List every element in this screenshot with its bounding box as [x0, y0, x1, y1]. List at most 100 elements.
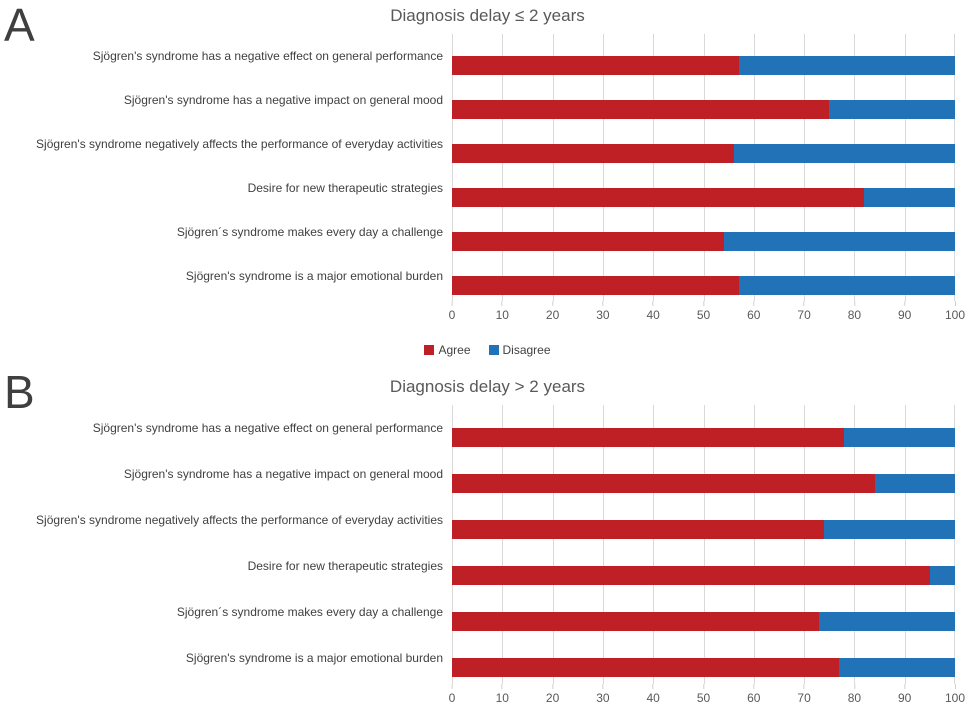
axis-tick: 40: [647, 684, 660, 705]
stacked-bar: [452, 657, 955, 677]
tick-mark: [803, 684, 805, 689]
bar-row: [452, 219, 955, 263]
axis-tick: 10: [496, 684, 509, 705]
stacked-bar: [452, 231, 955, 251]
tick-label: 30: [596, 308, 610, 322]
grid-line: [753, 405, 755, 684]
tick-label: 60: [747, 691, 761, 705]
axis-spacer-b: [0, 684, 452, 708]
chart-panel-b: B Diagnosis delay > 2 years Sjögren's sy…: [0, 365, 975, 718]
axis-tick: 0: [449, 684, 455, 705]
category-labels-a: Sjögren's syndrome has a negative effect…: [0, 34, 452, 301]
panel-letter-a: A: [4, 0, 35, 51]
tick-mark: [501, 684, 503, 689]
tick-label: 10: [495, 691, 509, 705]
axis-tick: 40: [647, 301, 660, 322]
tick-mark: [954, 684, 956, 689]
tick-mark: [552, 684, 554, 689]
stacked-bar: [452, 99, 955, 119]
axis-tick: 100: [945, 684, 965, 705]
plot-b: Sjögren's syndrome has a negative effect…: [0, 405, 975, 684]
tick-mark: [652, 301, 654, 306]
axis-tick: 70: [797, 684, 811, 705]
grid-line: [804, 34, 806, 301]
grid-line: [854, 34, 856, 301]
category-label: Desire for new therapeutic strategies: [247, 559, 443, 573]
tick-mark: [803, 301, 805, 306]
disagree-segment: [839, 657, 955, 677]
tick-mark: [853, 301, 855, 306]
disagree-segment: [844, 427, 955, 447]
disagree-segment: [824, 519, 955, 539]
bar-row: [452, 644, 955, 690]
stacked-bar: [452, 519, 955, 539]
axis-tick: 80: [848, 301, 861, 322]
legend-item-disagree: Disagree: [488, 343, 551, 357]
disagree-segment: [733, 143, 955, 163]
tick-label: 50: [696, 308, 711, 322]
bars-b: [452, 414, 955, 690]
tick-mark: [451, 684, 453, 689]
category-label: Desire for new therapeutic strategies: [247, 181, 443, 195]
chart-title-b: Diagnosis delay > 2 years: [389, 377, 586, 396]
axis-spacer-a: [0, 301, 452, 325]
panel-letter-b: B: [4, 366, 35, 418]
axis-ticks-a: 0 10 20 30 40 50 60 70 80 90 100: [448, 301, 965, 325]
tick-mark: [904, 684, 906, 689]
bar-row: [452, 175, 955, 219]
grid-line: [502, 34, 504, 301]
legend-label: Disagree: [502, 343, 551, 357]
plot-a: Sjögren's syndrome has a negative effect…: [0, 34, 975, 301]
disagree-segment: [929, 565, 955, 585]
agree-segment: [452, 231, 724, 251]
tick-label: 10: [495, 308, 509, 322]
axis-tick: 0: [448, 301, 456, 322]
category-label: Sjögren's syndrome negatively affects th…: [36, 513, 443, 527]
gridlines-a: [452, 34, 955, 301]
disagree-segment: [819, 611, 955, 631]
axis-tick: 60: [747, 684, 760, 705]
agree-segment: [452, 519, 825, 539]
grid-line: [452, 405, 453, 684]
tick-label: 90: [898, 691, 912, 705]
axis-tick: 20: [546, 684, 559, 705]
tick-label: 0: [448, 308, 456, 322]
stacked-bar: [452, 611, 955, 631]
tick-mark: [702, 684, 704, 689]
tick-label: 70: [797, 691, 811, 705]
axis-tick: 30: [596, 301, 610, 322]
category-labels-b: Sjögren's syndrome has a negative effect…: [0, 405, 452, 684]
tick-mark: [501, 301, 503, 306]
bar-row: [452, 460, 955, 506]
disagree-segment: [864, 187, 955, 207]
disagree-segment: [738, 275, 955, 295]
grid-line: [703, 405, 705, 684]
agree-segment: [452, 611, 820, 631]
tick-label: 100: [944, 691, 966, 705]
category-label: Sjögren's syndrome has a negative impact…: [123, 93, 443, 107]
grid-line: [703, 34, 705, 301]
bars-a: [452, 43, 955, 307]
stacked-bar: [452, 55, 955, 75]
stacked-bar: [452, 427, 955, 447]
category-label: Sjögren's syndrome is a major emotional …: [185, 269, 443, 283]
axis-tick: 70: [797, 301, 811, 322]
tick-label: 90: [898, 308, 912, 322]
tick-mark: [853, 684, 855, 689]
stacked-bar: [452, 187, 955, 207]
grid-line: [502, 405, 504, 684]
agree-segment: [452, 99, 830, 119]
agree-segment: [452, 657, 840, 677]
bar-row: [452, 263, 955, 307]
tick-label: 50: [696, 691, 711, 705]
tick-label: 20: [545, 308, 560, 322]
tick-label: 60: [747, 308, 761, 322]
stacked-bar: [452, 473, 955, 493]
legend-label: Agree: [438, 343, 471, 357]
category-label: Sjögren's syndrome has a negative impact…: [123, 467, 443, 481]
agree-segment: [452, 187, 865, 207]
tick-label: 80: [847, 691, 862, 705]
tick-label: 70: [797, 308, 811, 322]
stacked-bar: [452, 143, 955, 163]
